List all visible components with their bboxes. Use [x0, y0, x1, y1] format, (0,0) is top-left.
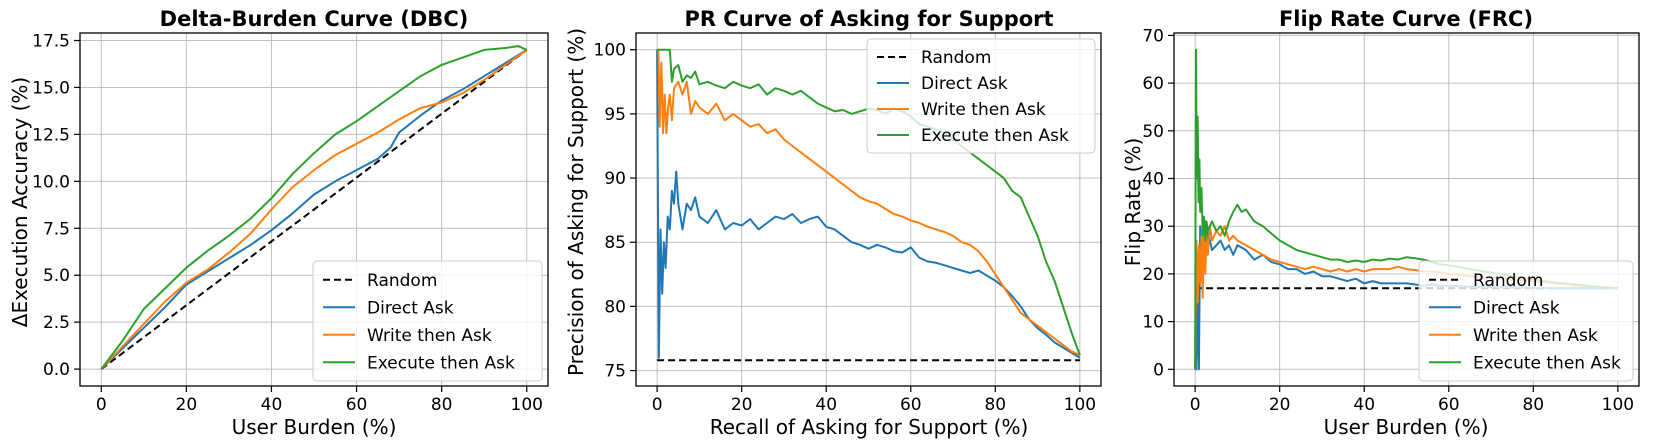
pr-x-tick-label-4: 80 [984, 395, 1006, 415]
frc-x-axis-title: User Burden (%) [1324, 415, 1489, 439]
frc-y-axis-title: Flip Rate (%) [1121, 138, 1145, 267]
frc-legend-label-write-then-ask: Write then Ask [1473, 326, 1598, 346]
frc-legend-label-execute-then-ask: Execute then Ask [1473, 353, 1621, 373]
dbc-x-tick-label-4: 80 [431, 395, 453, 415]
dbc-series-direct-ask [100, 49, 528, 370]
dbc-grid [80, 33, 548, 386]
frc-legend-label-direct-ask: Direct Ask [1473, 298, 1560, 318]
dbc-legend: Random Direct Ask Write then Ask Execute th… [312, 260, 543, 382]
frc-legend: Random Direct Ask Write then Ask Execute th… [1418, 260, 1634, 382]
dbc-x-tick-label-0: 0 [96, 395, 107, 415]
pr-chart-title: PR Curve of Asking for Support [684, 7, 1053, 31]
pr-chart: PR Curve of Asking for Support Recall of… [564, 7, 1102, 439]
frc-y-tick-label-0: 0 [1153, 360, 1164, 380]
pr-x-tick-label-5: 100 [1064, 395, 1096, 415]
frc-x-tick-label-0: 0 [1190, 395, 1201, 415]
dbc-y-tick-label-6: 15.0 [32, 78, 70, 98]
frc-y-tick-label-6: 60 [1142, 74, 1164, 94]
pr-y-tick-label-3: 90 [604, 169, 626, 189]
dbc-chart: Delta-Burden Curve (DBC) User Burden (%)… [8, 7, 549, 439]
dbc-series-write-then-ask [100, 49, 528, 370]
dbc-ticks: 0 20 40 60 80 100 0.0 2.5 5.0 7.5 10.0 12.5 15.0 17.5 [32, 32, 543, 415]
dbc-y-axis-title: ΔExecution Accuracy (%) [8, 77, 32, 327]
frc-y-tick-label-4: 40 [1142, 169, 1164, 189]
frc-x-tick-label-4: 80 [1522, 395, 1544, 415]
pr-x-tick-label-1: 20 [731, 395, 753, 415]
pr-y-tick-label-2: 85 [604, 233, 626, 253]
dbc-axes-frame [79, 32, 549, 387]
dbc-x-tick-label-2: 40 [261, 395, 283, 415]
frc-legend-box [1418, 260, 1634, 382]
dbc-series-random [100, 49, 528, 370]
frc-x-tick-label-3: 60 [1438, 395, 1460, 415]
frc-x-tick-label-5: 100 [1602, 395, 1634, 415]
dbc-y-tick-label-3: 7.5 [43, 219, 70, 239]
pr-series-execute-then-ask [657, 48, 1081, 356]
frc-chart: Flip Rate Curve (FRC) User Burden (%) Fl… [1121, 7, 1640, 439]
pr-legend: Random Direct Ask Write then Ask Execute th… [866, 38, 1096, 154]
dbc-series-execute-then-ask [100, 45, 528, 370]
pr-x-tick-label-2: 40 [815, 395, 837, 415]
pr-x-tick-label-0: 0 [652, 395, 663, 415]
pr-legend-label-execute-then-ask: Execute then Ask [921, 126, 1069, 146]
pr-y-tick-label-4: 95 [604, 105, 626, 125]
dbc-x-tick-label-3: 60 [346, 395, 368, 415]
dbc-y-tick-label-4: 10.0 [32, 172, 70, 192]
dbc-legend-label-direct-ask: Direct Ask [367, 298, 454, 318]
dbc-y-tick-label-5: 12.5 [32, 125, 70, 145]
frc-y-tick-label-7: 70 [1142, 26, 1164, 46]
frc-legend-label-random: Random [1473, 271, 1543, 291]
dbc-legend-label-execute-then-ask: Execute then Ask [367, 353, 515, 373]
pr-y-axis-title: Precision of Asking for Support (%) [564, 28, 588, 376]
dbc-legend-label-random: Random [367, 271, 437, 291]
pr-legend-label-direct-ask: Direct Ask [921, 74, 1008, 94]
pr-ticks: 0 20 40 60 80 100 75 80 85 90 95 100 [594, 41, 1097, 415]
pr-series-write-then-ask [657, 48, 1081, 357]
dbc-y-tick-label-0: 0.0 [43, 360, 70, 380]
frc-x-tick-label-2: 40 [1353, 395, 1375, 415]
pr-y-tick-label-0: 75 [604, 362, 626, 382]
dbc-chart-title: Delta-Burden Curve (DBC) [160, 7, 469, 31]
dbc-x-axis-title: User Burden (%) [232, 415, 397, 439]
dbc-y-tick-label-1: 2.5 [43, 313, 70, 333]
dbc-series [100, 45, 528, 370]
pr-legend-label-write-then-ask: Write then Ask [921, 100, 1046, 120]
pr-y-tick-label-5: 100 [594, 41, 626, 61]
pr-legend-label-random: Random [921, 48, 991, 68]
pr-x-tick-label-3: 60 [900, 395, 922, 415]
dbc-x-tick-label-5: 100 [511, 395, 543, 415]
pr-series [656, 48, 1081, 362]
frc-ticks: 0 20 40 60 80 100 0 10 20 30 40 50 60 70 [1142, 26, 1634, 415]
frc-chart-title: Flip Rate Curve (FRC) [1279, 7, 1533, 31]
dbc-legend-label-write-then-ask: Write then Ask [367, 326, 492, 346]
pr-series-direct-ask [656, 49, 1081, 359]
frc-y-tick-label-2: 20 [1142, 265, 1164, 285]
pr-axes-frame [635, 32, 1102, 387]
pr-legend-box [866, 38, 1096, 154]
frc-y-tick-label-5: 50 [1142, 122, 1164, 142]
dbc-y-tick-label-2: 5.0 [43, 266, 70, 286]
dbc-legend-box [312, 260, 543, 382]
frc-y-tick-label-3: 30 [1142, 217, 1164, 237]
frc-y-tick-label-1: 10 [1142, 313, 1164, 333]
dbc-y-tick-label-7: 17.5 [32, 32, 70, 52]
dbc-x-tick-label-1: 20 [176, 395, 198, 415]
pr-y-tick-label-1: 80 [604, 297, 626, 317]
pr-x-axis-title: Recall of Asking for Support (%) [710, 415, 1029, 439]
frc-axes-frame [1173, 32, 1640, 387]
frc-x-tick-label-1: 20 [1269, 395, 1291, 415]
